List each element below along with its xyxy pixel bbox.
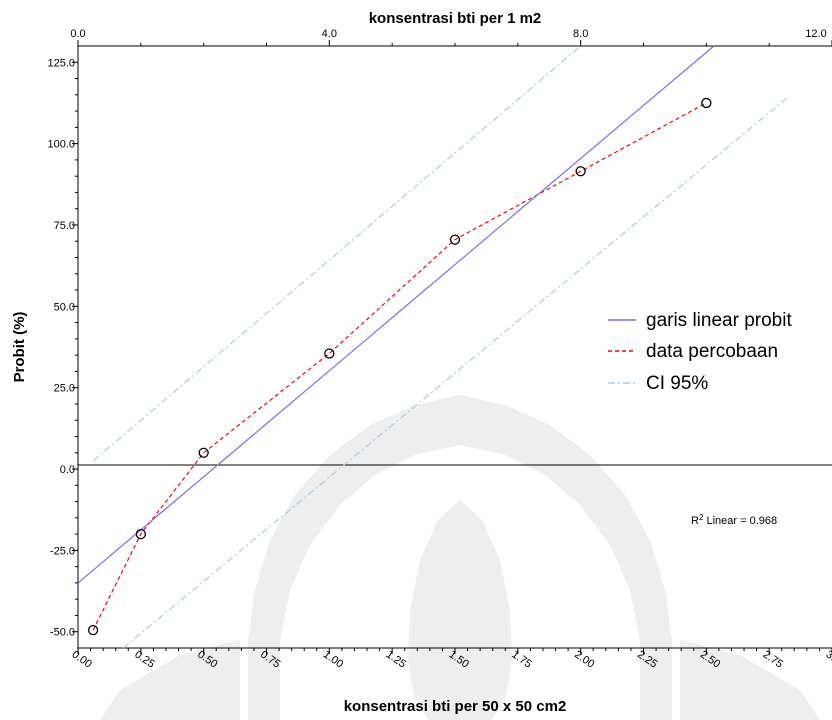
x-tick-label: 1.75 (509, 648, 533, 670)
y-tick-label: 75.0 (54, 220, 75, 232)
top-tick-label: 12.0 (805, 28, 826, 40)
top-tick-label: 4.0 (322, 28, 337, 40)
data-point (198, 447, 209, 458)
x-tick-label: 3.00 (824, 648, 832, 670)
plot-points (87, 97, 712, 636)
x-tick-label: 1.00 (321, 648, 345, 670)
ci-line-1 (92, 45, 582, 462)
x-axis-title: konsentrasi bti per 50 x 50 cm2 (344, 698, 567, 715)
y-tick-label: -50.0 (50, 627, 75, 639)
watermark-logo (100, 395, 820, 720)
top-axis-title: konsentrasi bti per 1 m2 (369, 10, 542, 27)
x-tick-label: 0.25 (132, 648, 156, 670)
y-tick-label: 25.0 (54, 383, 75, 395)
y-tick-label: 0.0 (60, 464, 75, 476)
plot-lines (77, 45, 788, 649)
top-tick-label: 0.0 (70, 28, 85, 40)
data-point (135, 528, 146, 540)
y-tick-label: -25.0 (50, 545, 75, 557)
data-point (449, 234, 461, 245)
x-tick-label: 2.00 (572, 648, 596, 670)
data-point (87, 624, 99, 636)
data-point (575, 166, 586, 177)
data-point (324, 348, 335, 359)
top-tick-label: 8.0 (573, 28, 588, 40)
x-tick-label: 1.25 (384, 648, 408, 670)
y-tick-label: 125.0 (47, 57, 75, 69)
data-point (701, 97, 712, 109)
y-axis-title: Probit (%) (11, 312, 28, 383)
y-axis: 125.0 100.0 75.0 50.0 25.0 0.0 -25.0 -50.0 (47, 57, 78, 639)
linear-fit-line (77, 45, 715, 584)
ci-line-2 (122, 97, 788, 649)
legend-label-data: data percobaan (646, 341, 778, 362)
legend-label-ci: CI 95% (646, 373, 708, 394)
data-line (92, 102, 707, 631)
legend-label-linear: garis linear probit (646, 310, 792, 331)
r-squared-annotation: R2 Linear = 0.968 (691, 513, 777, 527)
x-axis-top: 0.0 4.0 8.0 12.0 (70, 28, 832, 46)
y-tick-label: 50.0 (54, 301, 75, 313)
x-tick-label: 0.00 (70, 648, 94, 670)
legend: garis linear probit data percobaan CI 95… (608, 310, 792, 394)
y-tick-label: 100.0 (47, 139, 75, 151)
x-tick-label: 2.75 (761, 648, 785, 670)
